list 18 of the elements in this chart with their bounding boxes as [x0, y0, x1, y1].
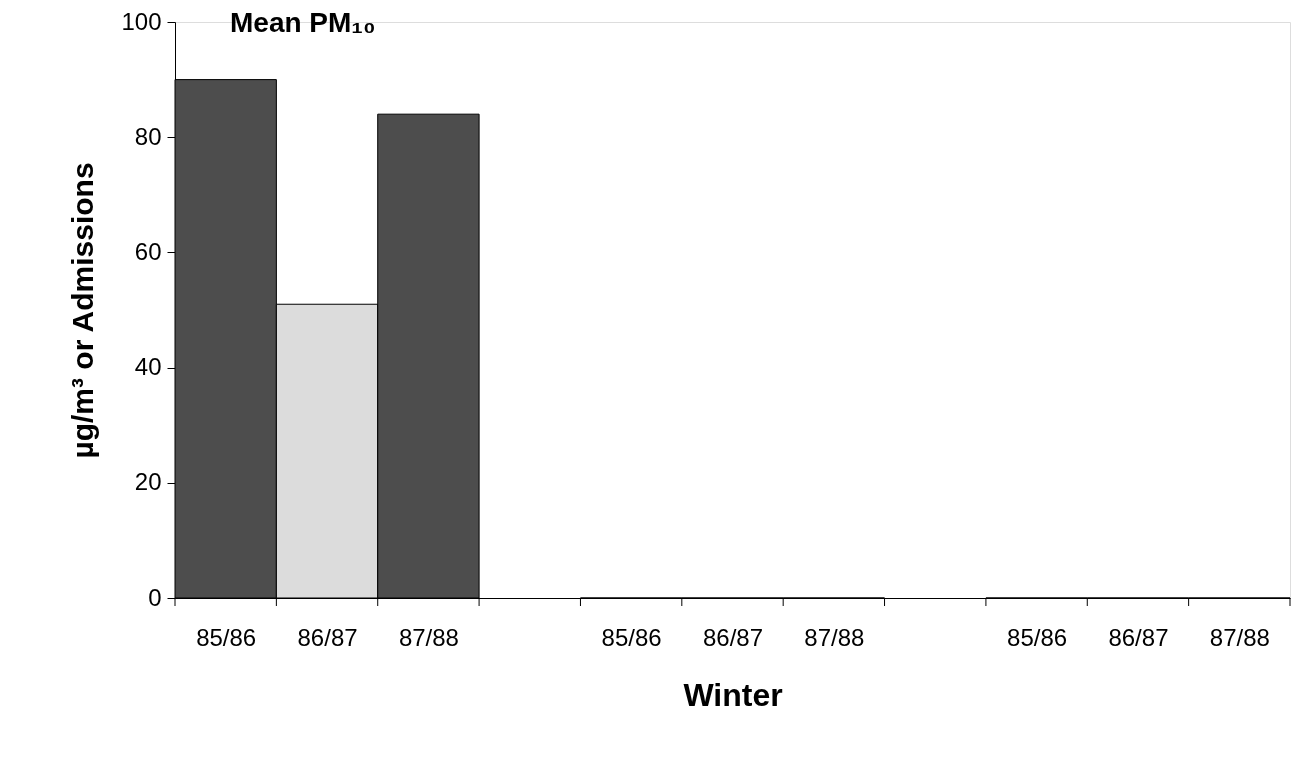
y-tick-label: 100	[121, 7, 162, 35]
x-tick-label: 86/87	[1108, 623, 1169, 651]
y-axis-title: µg/m³ or Admissions	[66, 162, 100, 459]
x-tick-label: 87/88	[398, 623, 459, 651]
x-tick-label: 86/87	[702, 623, 764, 651]
x-tick-label: 87/88	[1209, 623, 1270, 651]
x-tick-label: 87/88	[804, 623, 865, 651]
x-tick-label: 85/86	[1007, 623, 1068, 651]
chart-title: Mean PM₁₀	[230, 7, 376, 38]
y-tick-label: 0	[148, 583, 162, 611]
x-tick-label: 86/87	[297, 623, 358, 651]
y-tick-label: 40	[134, 353, 162, 381]
y-tick-label: 20	[134, 468, 162, 496]
x-axis-title: Winter	[683, 676, 783, 713]
x-tick-label: 85/86	[601, 623, 662, 651]
x-tick-label: 85/86	[196, 623, 257, 651]
y-tick-label: 60	[134, 237, 162, 265]
y-tick-label: 80	[134, 122, 162, 150]
